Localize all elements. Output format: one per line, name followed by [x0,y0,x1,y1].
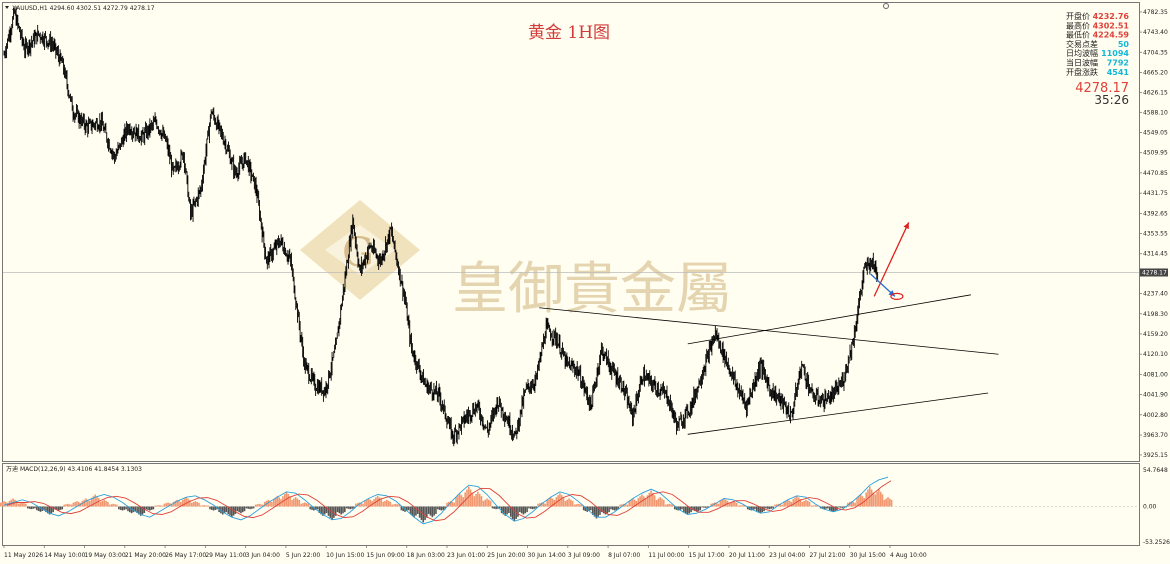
bar-timer: 35:26 [1094,93,1129,107]
x-tick-label: 4 Aug 10:00 [890,552,927,559]
y-tick-label: 4549.05 [1143,130,1168,137]
x-tick-label: 23 Jul 04:00 [769,552,805,559]
y-tick-label: 4626.15 [1143,90,1168,97]
x-tick-label: 20 Jul 11:00 [729,552,765,559]
stats-value: 7792 [1107,59,1129,68]
trendline[interactable] [687,392,989,435]
current-price-tag [1140,268,1168,277]
macd-prefix: 万迪 [6,465,18,473]
y-tick-label: 4002.80 [1143,412,1168,419]
x-tick-label: 27 Jul 21:00 [809,552,845,559]
forecast-arrows [870,222,910,297]
x-tick-label: 30 Jul 15:00 [850,552,886,559]
y-tick-label: 4081.00 [1143,371,1168,378]
y-tick-label: 4431.75 [1143,190,1168,197]
x-tick-label: 30 Jun 14:00 [528,552,566,559]
stats-value: 4541 [1107,68,1130,77]
chart-header: XAUUSD,H1 4294.60 4302.51 4272.79 4278.1… [12,5,155,12]
macd-y-tick-label: -53.2526 [1143,539,1170,546]
y-tick-label: 4353.55 [1143,231,1168,238]
stats-label: 开盘涨跌 [1066,67,1098,77]
x-tick-label: 11 May 2026 [4,552,43,559]
x-tick-label: 10 Jun 15:00 [326,552,364,559]
y-tick-label: 4704.35 [1143,49,1168,56]
stats-value: 11094 [1101,49,1129,58]
macd-y-axis: 54.7648 0.00 -53.2526 [1143,467,1170,546]
y-tick-label: 4198.30 [1143,311,1168,318]
current-price-tag-text: 4278.17 [1142,269,1167,276]
macd-y-tick-label: 54.7648 [1143,467,1168,474]
macd-series [0,476,893,525]
red-arrowhead-icon [903,222,909,230]
signal-line [6,480,892,522]
stats-label: 日均波幅 [1066,48,1098,58]
price-panel-frame [2,2,1140,462]
blue-arrowhead-icon [888,290,895,297]
x-tick-label: 8 Jul 07:00 [608,552,640,559]
macd-label: MACD(12,26,9) 43.4106 41.8454 3.1303 [20,466,142,473]
y-tick-label: 4120.10 [1143,351,1168,358]
stats-label: 交易点差 [1066,39,1098,49]
settings-icon[interactable] [883,3,889,9]
y-tick-label: 4509.95 [1143,150,1168,157]
x-tick-label: 14 May 10:00 [44,552,85,559]
y-tick-label: 4588.10 [1143,109,1168,116]
y-tick-label: 4392.65 [1143,210,1168,217]
x-tick-label: 11 Jul 00:00 [648,552,684,559]
x-tick-label: 25 Jun 20:00 [487,552,525,559]
y-tick-label: 4314.45 [1143,251,1168,258]
stats-value: 4232.76 [1093,12,1130,21]
time-x-axis: 11 May 2026 14 May 10:00 19 May 03:00 21 Ma… [3,545,927,559]
x-tick-label: 15 Jul 17:00 [689,552,725,559]
x-tick-label: 3 Jul 09:00 [568,552,600,559]
y-tick-label: 3925.15 [1143,452,1168,459]
stats-value: 50 [1118,40,1130,49]
x-tick-label: 19 May 03:00 [85,552,126,559]
y-tick-label: 4159.20 [1143,331,1168,338]
y-tick-label: 4041.90 [1143,392,1168,399]
y-tick-label: 4743.40 [1143,29,1168,36]
x-tick-label: 29 May 11:00 [205,552,246,559]
x-tick-label: 21 May 20:00 [125,552,166,559]
red-arrow [873,222,910,297]
price-y-axis: 4782.35 4743.40 4704.35 4665.20 4626.15 4588.… [1139,9,1168,459]
x-tick-label: 26 May 17:00 [165,552,206,559]
stats-value: 4224.59 [1093,31,1130,40]
y-tick-label: 3963.70 [1143,432,1168,439]
watermark-text: 皇御貴金屬 [452,257,732,322]
stats-label: 开盘价 [1066,11,1090,21]
x-tick-label: 3 Jun 04:00 [246,552,280,559]
price-series [3,6,879,447]
x-tick-label: 5 Jun 22:00 [286,552,320,559]
chart-title: 黄金 1H图 [528,23,610,43]
stats-label: 最低价 [1066,30,1090,40]
symbol-dropdown-icon[interactable] [5,6,9,9]
stats-value: 4302.51 [1093,21,1130,30]
stats-label: 最高价 [1066,20,1090,30]
y-tick-label: 4470.85 [1143,170,1168,177]
breakout-circle [890,292,904,300]
stats-label: 当日波幅 [1066,58,1098,68]
y-tick-label: 4665.20 [1143,69,1168,76]
trendlines [539,294,999,435]
x-tick-label: 23 Jun 01:00 [447,552,485,559]
trendline[interactable] [539,307,999,355]
macd-line [3,476,889,525]
current-price: 4278.17 [1075,81,1129,96]
trendline[interactable] [687,294,971,345]
macd-y-tick-label: 0.00 [1143,504,1157,511]
x-tick-label: 18 Jun 03:00 [407,552,445,559]
y-tick-label: 4237.40 [1143,291,1168,298]
y-tick-label: 4782.35 [1143,9,1168,16]
x-tick-label: 15 Jun 09:00 [366,552,404,559]
